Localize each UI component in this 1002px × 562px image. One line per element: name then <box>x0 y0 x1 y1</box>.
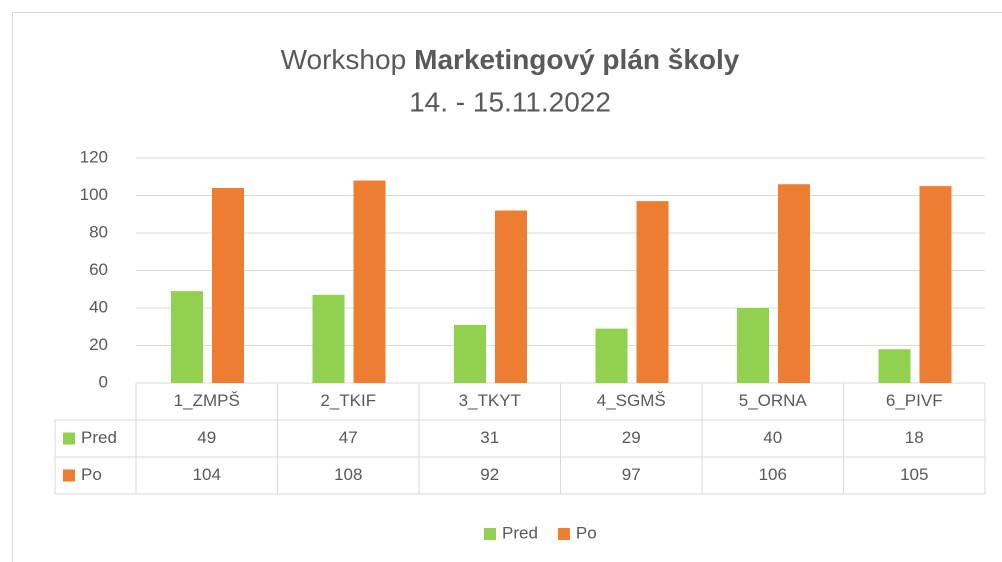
legend-label: Pred <box>502 523 538 542</box>
table-value: 49 <box>197 428 216 447</box>
bar <box>919 186 952 383</box>
bar <box>778 184 810 383</box>
bar <box>495 210 527 383</box>
bar <box>737 308 769 383</box>
y-tick-label: 0 <box>99 372 108 391</box>
x-tick-label: 6_PIVF <box>886 391 943 410</box>
chart-title: Workshop Marketingový plán školy <box>281 44 740 75</box>
legend-label: Po <box>576 523 597 542</box>
bar <box>595 328 628 383</box>
table-series-name: Pred <box>81 428 117 447</box>
y-tick-label: 80 <box>89 222 108 241</box>
table-value: 105 <box>900 465 928 484</box>
chart-subtitle: 14. - 15.11.2022 <box>409 86 611 117</box>
x-tick-label: 5_ORNA <box>739 391 808 410</box>
y-tick-label: 100 <box>80 185 108 204</box>
x-tick-label: 3_TKYT <box>459 391 521 410</box>
title-normal: Workshop <box>281 44 407 75</box>
table-value: 104 <box>193 465 221 484</box>
x-tick-label: 4_SGMŠ <box>597 391 666 410</box>
table-value: 106 <box>759 465 787 484</box>
legend-key <box>484 528 496 540</box>
table-legend-key <box>63 432 75 445</box>
table-value: 47 <box>339 428 358 447</box>
table-series-name: Po <box>81 465 102 484</box>
bar <box>454 324 486 383</box>
x-tick-label: 1_ZMPŠ <box>174 391 240 410</box>
table-value: 97 <box>622 465 641 484</box>
table-value: 18 <box>905 428 924 447</box>
table-value: 92 <box>480 465 499 484</box>
bar <box>171 291 203 383</box>
y-tick-label: 120 <box>80 147 108 166</box>
bar <box>312 294 345 383</box>
y-tick-label: 60 <box>89 260 108 279</box>
title-bold: Marketingový plán školy <box>414 44 740 75</box>
bar <box>878 349 911 383</box>
table-value: 31 <box>480 428 499 447</box>
bar <box>636 201 669 383</box>
legend-key <box>557 528 570 540</box>
y-tick-label: 40 <box>89 297 108 316</box>
x-tick-label: 2_TKIF <box>320 391 376 410</box>
table-value: 108 <box>334 465 362 484</box>
bar <box>212 188 244 383</box>
bar <box>353 180 386 383</box>
table-value: 40 <box>763 428 782 447</box>
y-tick-label: 20 <box>89 335 108 354</box>
table-value: 29 <box>622 428 641 447</box>
table-legend-key <box>63 469 75 482</box>
